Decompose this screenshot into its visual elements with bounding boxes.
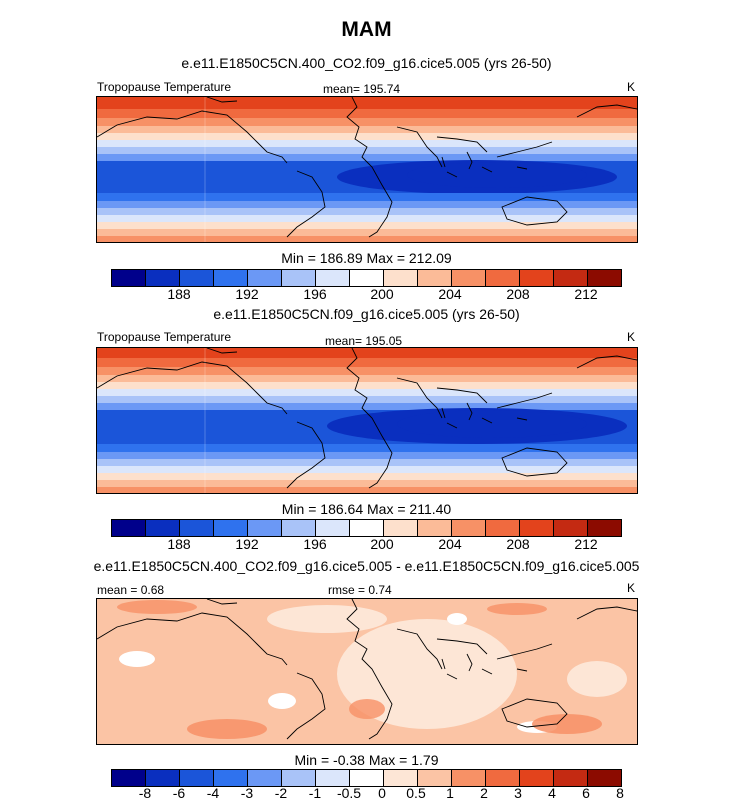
panel2-colorbar-tick: 192: [235, 536, 259, 552]
panel3-colorbar-tick: 1: [446, 785, 454, 801]
panel3-colorbar-tick: -4: [206, 785, 220, 801]
panel2-colorbar-tick: 196: [303, 536, 327, 552]
panel3-units-label: K: [627, 581, 636, 595]
panel3-colorbar-tick: -1: [308, 785, 322, 801]
panel3-colorbar-tick: -0.5: [336, 785, 362, 801]
panel1-map: [96, 96, 638, 243]
panel1-colorbar: [111, 269, 622, 287]
figure-title: MAM: [341, 18, 392, 41]
panel2-colorbar-tick: 204: [438, 536, 462, 552]
panel1-minmax: Min = 186.89 Max = 212.09: [281, 250, 452, 266]
panel3-colorbar-tick: -2: [274, 785, 288, 801]
panel3-colorbar-tick: 2: [480, 785, 488, 801]
panel1-colorbar-tick: 212: [574, 286, 598, 302]
panel1-variable-label: Tropopause Temperature: [97, 80, 232, 94]
panel3-coastlines: [97, 599, 637, 740]
panel1-units-label: K: [627, 80, 636, 94]
panel3-minmax: Min = -0.38 Max = 1.79: [294, 752, 439, 768]
panel1-field: [97, 97, 637, 242]
panel2-colorbar-tick: 208: [506, 536, 530, 552]
panel1-colorbar-tick: 196: [303, 286, 327, 302]
panel2-variable-label: Tropopause Temperature: [97, 330, 232, 344]
panel3-colorbar-tick: 6: [582, 785, 590, 801]
panel3-colorbar: [111, 769, 622, 787]
panel1-colorbar-tick: 204: [438, 286, 462, 302]
panel2-colorbar-tick: 212: [574, 536, 598, 552]
panel2-map: [96, 347, 638, 494]
panel3-colorbar-tick: 3: [514, 785, 522, 801]
panel3-colorbar-tick: -3: [240, 785, 254, 801]
panel1-colorbar-tick: 192: [235, 286, 259, 302]
panel2-colorbar-tick: 188: [167, 536, 191, 552]
panel3-rmse-label: rmse = 0.74: [328, 583, 392, 597]
panel3-colorbar-tick: -8: [138, 785, 152, 801]
panel2-colorbar-tick: 200: [370, 536, 394, 552]
panel1-colorbar-tick: 188: [167, 286, 191, 302]
panel2-field: [97, 348, 637, 493]
panel2-minmax: Min = 186.64 Max = 211.40: [281, 501, 452, 517]
panel3-colorbar-tick: 4: [548, 785, 556, 801]
panel2-mean-label: mean= 195.05: [325, 334, 403, 348]
panel3-colorbar-tick: -6: [172, 785, 186, 801]
panel3-colorbar-tick: 0.5: [406, 785, 426, 801]
panel3-colorbar-tick: 8: [616, 785, 624, 801]
panel2-subtitle: e.e11.E1850C5CN.f09_g16.cice5.005 (yrs 2…: [213, 306, 520, 322]
panel3-map: [96, 598, 638, 745]
panel2-coastlines: [97, 348, 637, 489]
panel1-colorbar-tick: 208: [506, 286, 530, 302]
panel1-subtitle: e.e11.E1850C5CN.400_CO2.f09_g16.cice5.00…: [181, 55, 552, 71]
panel1-mean-label: mean= 195.74: [323, 82, 401, 96]
panel1-coastlines: [97, 97, 637, 238]
panel2-colorbar: [111, 519, 622, 537]
panel1-colorbar-tick: 200: [370, 286, 394, 302]
panel2-units-label: K: [627, 330, 636, 344]
panel3-colorbar-tick: 0: [378, 785, 386, 801]
panel3-field: [97, 599, 637, 744]
panel3-mean-label: mean = 0.68: [97, 583, 165, 597]
panel3-subtitle: e.e11.E1850C5CN.400_CO2.f09_g16.cice5.00…: [93, 558, 640, 574]
